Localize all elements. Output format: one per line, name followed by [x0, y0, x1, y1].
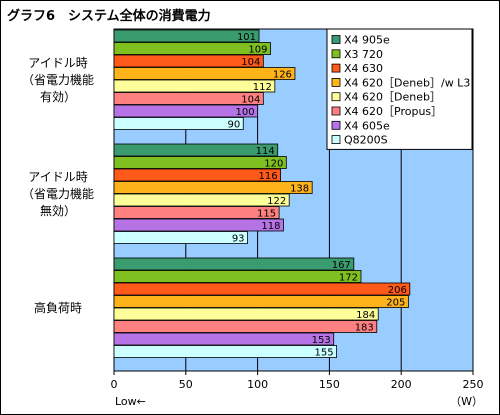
bar — [113, 104, 259, 118]
category-label-line: （省電力機能 — [22, 186, 94, 201]
bar-value-label: 93 — [232, 234, 245, 245]
legend-swatch — [331, 49, 341, 59]
bar-value-label: 109 — [248, 45, 267, 56]
x-axis-unit: （W） — [450, 395, 483, 408]
bar-value-label: 101 — [237, 32, 256, 43]
bar-value-label: 155 — [314, 348, 333, 359]
category-label-line: アイドル時 — [28, 56, 87, 70]
bar-value-label: 114 — [256, 146, 275, 157]
bar-value-label: 100 — [236, 107, 255, 118]
bar — [113, 282, 411, 296]
x-tick-label: 0 — [111, 378, 118, 391]
bar-value-label: 138 — [290, 184, 309, 195]
bar — [113, 117, 244, 130]
x-tick-label: 50 — [179, 378, 193, 391]
bar — [113, 295, 409, 308]
legend-label: X3 720 — [344, 48, 383, 61]
bar-value-label: 118 — [261, 221, 280, 232]
legend-swatch — [331, 63, 341, 73]
bar-value-label: 104 — [241, 57, 260, 68]
bar — [113, 270, 362, 283]
bar — [113, 29, 260, 43]
bar — [113, 67, 296, 80]
bar-value-label: 183 — [355, 323, 374, 334]
x-tick-label: 200 — [391, 378, 412, 391]
legend-swatch — [331, 35, 341, 44]
bar-value-label: 90 — [228, 120, 241, 131]
legend-label: X4 630 — [344, 62, 383, 75]
bar — [113, 345, 337, 358]
bar-value-label: 206 — [388, 285, 407, 296]
category-label-line: 無効） — [40, 203, 76, 218]
bar-value-label: 104 — [241, 95, 260, 106]
x-axis: 0 50 100 150 200 250 Low← （W） — [111, 371, 484, 408]
x-axis-low-note: Low← — [115, 395, 146, 408]
category-label: 高負荷時 — [34, 300, 82, 315]
legend-label: X4 620［Propus］ — [344, 105, 442, 118]
bar-value-label: 120 — [264, 159, 283, 170]
bar-value-label: 205 — [386, 298, 405, 309]
bars — [113, 29, 411, 358]
bar — [113, 54, 264, 68]
bar-value-label: 172 — [339, 273, 358, 284]
bar-value-label: 112 — [253, 82, 272, 93]
category-label: アイドル時 （省電力機能有効） — [22, 56, 94, 104]
legend-box — [326, 28, 473, 150]
bar — [113, 206, 280, 219]
bar-value-label: 126 — [273, 70, 292, 81]
category-label: アイドル時 （省電力機能無効） — [22, 170, 94, 218]
bar — [113, 218, 284, 232]
x-tick-label: 250 — [463, 378, 484, 391]
legend-label: X4 620［Deneb］/w L3 — [344, 76, 470, 89]
bar — [113, 156, 287, 169]
bar-value-label: 167 — [332, 260, 351, 271]
bar — [113, 92, 264, 105]
legend-label: Q8200S — [344, 134, 388, 147]
bar-value-label: 116 — [258, 171, 277, 182]
bar — [113, 332, 335, 346]
category-labels: アイドル時 （省電力機能有効） アイドル時 （省電力機能無効） 高負荷時 — [22, 56, 94, 315]
legend-swatch — [331, 78, 341, 87]
x-tick-label: 100 — [247, 378, 268, 391]
bar — [113, 193, 290, 207]
bar-value-label: 184 — [356, 310, 375, 321]
value-labels: 1011091041261121041009011412011613812211… — [228, 32, 407, 359]
bar — [113, 79, 276, 93]
bar — [113, 320, 378, 333]
chart-title: グラフ6 システム全体の消費電力 — [7, 8, 211, 24]
bar-value-label: 153 — [312, 335, 331, 346]
legend-label: X4 620［Deneb］ — [344, 91, 441, 104]
bar — [113, 307, 379, 321]
category-label-line: （省電力機能 — [22, 72, 94, 87]
bar — [113, 143, 279, 157]
x-tick-label: 150 — [319, 378, 340, 391]
category-label-line: 有効） — [40, 89, 76, 104]
bar — [113, 42, 271, 55]
bar — [113, 257, 355, 271]
bar-value-label: 115 — [257, 209, 276, 220]
legend-label: X4 905e — [344, 34, 390, 47]
bar — [113, 231, 248, 244]
legend-swatch — [331, 120, 341, 130]
category-label-line: 高負荷時 — [34, 300, 82, 315]
legend-swatch — [331, 106, 341, 116]
legend-swatch — [331, 92, 341, 102]
bar — [113, 168, 281, 182]
legend-label: X4 605e — [344, 119, 390, 132]
bar-value-label: 122 — [267, 196, 286, 207]
category-label-line: アイドル時 — [28, 170, 87, 184]
legend-swatch — [331, 135, 341, 145]
bar — [113, 181, 313, 194]
